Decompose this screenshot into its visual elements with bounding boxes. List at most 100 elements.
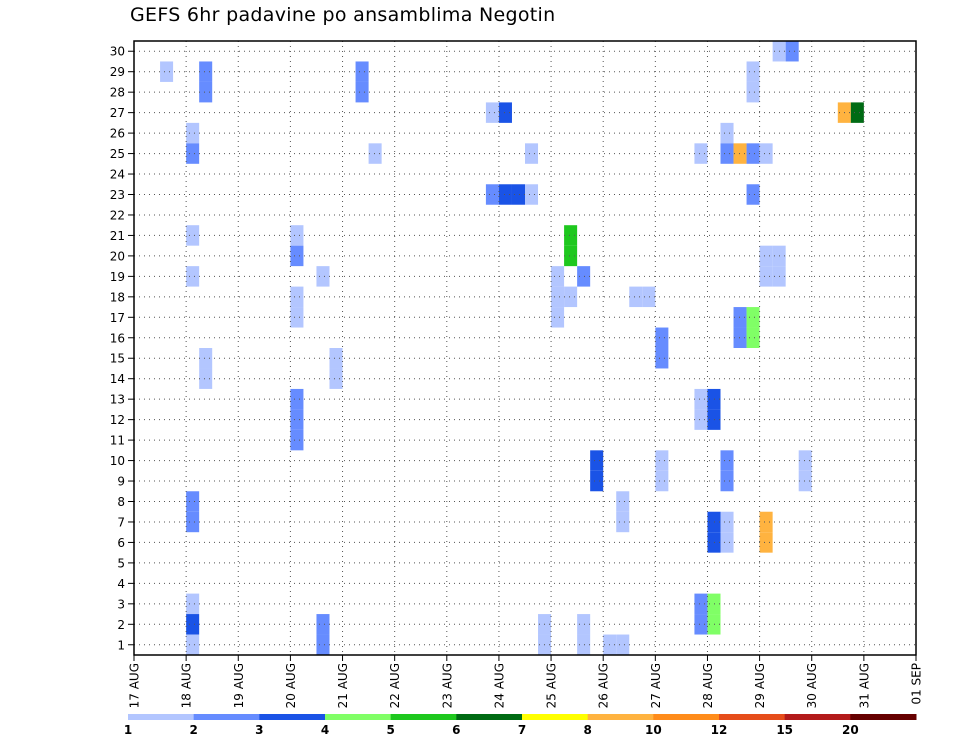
heatmap-cell bbox=[616, 634, 630, 655]
heatmap-cell bbox=[759, 266, 773, 287]
heatmap-cell bbox=[798, 470, 812, 492]
y-tick-label: 1 bbox=[117, 638, 125, 652]
heatmap-cell bbox=[707, 409, 721, 430]
x-tick-label: 23 AUG bbox=[440, 663, 454, 708]
heatmap-cell bbox=[746, 143, 760, 164]
x-tick-label: 28 AUG bbox=[701, 663, 715, 708]
colorbar-label: 3 bbox=[255, 723, 263, 737]
y-tick-label: 19 bbox=[110, 270, 125, 284]
colorbar-label: 20 bbox=[842, 723, 859, 737]
y-tick-label: 4 bbox=[117, 577, 125, 591]
heatmap-cell bbox=[785, 41, 799, 62]
y-tick-label: 24 bbox=[110, 168, 125, 182]
heatmap-cell bbox=[746, 81, 760, 103]
heatmap-cell bbox=[759, 143, 773, 164]
heatmap-cell bbox=[746, 327, 760, 348]
cells-layer bbox=[160, 41, 864, 655]
colorbar-swatch bbox=[259, 714, 326, 720]
heatmap-cell bbox=[720, 143, 734, 164]
colorbar-label: 1 bbox=[124, 723, 132, 737]
heatmap-cell bbox=[290, 429, 304, 451]
x-tick-label: 31 AUG bbox=[857, 663, 871, 708]
heatmap-cell bbox=[186, 614, 200, 635]
colorbar-swatch bbox=[390, 714, 457, 720]
heatmap-cell bbox=[655, 348, 669, 369]
heatmap-cell bbox=[798, 450, 812, 471]
plot-frame bbox=[133, 40, 917, 656]
heatmap-cell bbox=[564, 225, 578, 246]
x-tick-label: 30 AUG bbox=[805, 663, 819, 708]
heatmap-cell bbox=[186, 593, 200, 615]
heatmap-cell bbox=[616, 491, 630, 512]
heatmap-cell bbox=[551, 307, 565, 328]
heatmap-cell bbox=[368, 143, 382, 164]
heatmap-cell bbox=[720, 450, 734, 471]
heatmap-cell bbox=[707, 388, 721, 410]
heatmap-cell bbox=[759, 532, 773, 553]
heatmap-cell bbox=[707, 511, 721, 533]
y-tick-label: 27 bbox=[110, 106, 125, 120]
x-tick-label: 26 AUG bbox=[597, 663, 611, 708]
x-tick-label: 25 AUG bbox=[545, 663, 559, 708]
heatmap-cell bbox=[485, 184, 499, 205]
y-tick-label: 3 bbox=[117, 597, 125, 611]
heatmap-cell bbox=[655, 450, 669, 471]
y-tick-label: 18 bbox=[110, 290, 125, 304]
y-tick-label: 2 bbox=[117, 618, 125, 632]
grid-layer bbox=[134, 41, 916, 655]
heatmap-cell bbox=[551, 266, 565, 287]
heatmap-cell bbox=[186, 634, 200, 655]
heatmap-cell bbox=[355, 81, 369, 103]
y-tick-label: 5 bbox=[117, 556, 125, 570]
colorbar-swatch bbox=[719, 714, 786, 720]
x-tick-label: 17 AUG bbox=[128, 663, 142, 708]
colorbar-label: 10 bbox=[645, 723, 662, 737]
heatmap-cell bbox=[577, 614, 591, 635]
y-tick-label: 14 bbox=[110, 372, 125, 386]
heatmap-cell bbox=[564, 245, 578, 267]
heatmap-cell bbox=[186, 511, 200, 533]
y-tick-label: 15 bbox=[110, 352, 125, 366]
heatmap-cell bbox=[511, 184, 525, 205]
heatmap-cell bbox=[186, 266, 200, 287]
heatmap-cell bbox=[733, 307, 747, 328]
y-tick-label: 10 bbox=[110, 454, 125, 468]
heatmap-cell bbox=[707, 593, 721, 615]
heatmap-cell bbox=[590, 450, 604, 471]
heatmap-cell bbox=[577, 266, 591, 287]
heatmap-cell bbox=[720, 470, 734, 492]
heatmap-cell bbox=[316, 266, 330, 287]
y-tick-label: 28 bbox=[110, 86, 125, 100]
y-tick-label: 25 bbox=[110, 147, 125, 161]
y-tick-label: 29 bbox=[110, 65, 125, 79]
heatmap-cell bbox=[290, 245, 304, 267]
colorbar-label: 4 bbox=[321, 723, 329, 737]
heatmap-cell bbox=[850, 102, 864, 123]
y-tick-label: 13 bbox=[110, 393, 125, 407]
heatmap-cell bbox=[290, 307, 304, 328]
heatmap-cell bbox=[186, 143, 200, 164]
y-tick-label: 20 bbox=[110, 249, 125, 263]
heatmap-cell bbox=[498, 184, 512, 205]
heatmap-cell bbox=[629, 286, 643, 308]
colorbar-swatch bbox=[522, 714, 589, 720]
heatmap-cell bbox=[199, 368, 213, 389]
x-axis: 17 AUG 18 AUG 19 AUG 20 AUG 21 AUG 22 AUG 23 A… bbox=[128, 655, 924, 708]
chart-title: GEFS 6hr padavine po ansamblima Negotin bbox=[130, 4, 556, 26]
colorbar-swatch bbox=[850, 714, 917, 720]
x-tick-label: 19 AUG bbox=[232, 663, 246, 708]
heatmap-cell bbox=[746, 61, 760, 82]
x-tick-label: 18 AUG bbox=[180, 663, 194, 708]
x-tick-label: 29 AUG bbox=[753, 663, 767, 708]
heatmap-cell bbox=[186, 122, 200, 144]
heatmap-cell bbox=[498, 102, 512, 123]
x-tick-label: 01 SEP bbox=[910, 663, 924, 705]
heatmap-cell bbox=[199, 348, 213, 369]
y-axis: 1234567891011121314151617181920212223242… bbox=[110, 45, 134, 652]
x-tick-label: 20 AUG bbox=[284, 663, 298, 708]
y-tick-label: 17 bbox=[110, 311, 125, 325]
heatmap-cell bbox=[290, 286, 304, 308]
colorbar-swatch bbox=[784, 714, 851, 720]
colorbar-label: 7 bbox=[518, 723, 526, 737]
heatmap-cell bbox=[564, 286, 578, 308]
